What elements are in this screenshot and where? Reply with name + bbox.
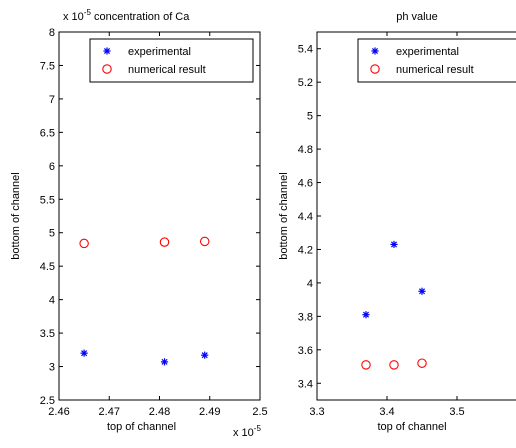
y-tick-label: 7.5 — [40, 60, 55, 72]
y-tick-label: 4.4 — [298, 211, 313, 223]
chart-panel-2: 3.3 3.4 3.5 3.4 3.6 3.8 4 4.2 4.4 4.6 4.8 5 5.2 5.4 to… — [278, 11, 516, 433]
data-point-experimental — [418, 287, 426, 295]
legend-label: experimental — [396, 46, 459, 58]
data-point-numerical — [199, 236, 210, 247]
marker-stroke — [161, 358, 168, 365]
y-tick-label: 8 — [49, 27, 55, 39]
marker-stroke — [390, 241, 398, 248]
y-tick-label: 3.6 — [298, 345, 313, 357]
y-tick-label: 3 — [49, 362, 55, 374]
data-point-numerical — [417, 358, 427, 368]
data-point-numerical — [159, 237, 170, 247]
y-tick-label: 4 — [49, 295, 55, 307]
x-tick-label: 2.48 — [149, 406, 170, 418]
x-tick-label: 3.3 — [309, 406, 324, 418]
y-tick-label: 2.5 — [40, 395, 55, 407]
y-tick-label: 3.5 — [40, 328, 55, 340]
y-tick-label: 5.5 — [40, 194, 55, 206]
data-point-numerical — [361, 360, 371, 370]
marker-stroke — [371, 47, 379, 55]
x-tick-label: 2.5 — [252, 406, 267, 418]
chart-title: ph value — [396, 11, 438, 23]
x-tick-label: 3.4 — [379, 406, 394, 418]
y-tick-label: 5 — [307, 111, 313, 123]
y-tick-label: 4.5 — [40, 261, 55, 273]
chart-title: x 10-5 concentration of Ca — [63, 8, 190, 23]
x-axis-multiplier: x 10-5 — [233, 424, 261, 439]
plot-area — [316, 31, 516, 401]
y-tick-label: 6.5 — [40, 127, 55, 139]
legend-label: experimental — [128, 46, 191, 58]
marker-stroke — [103, 47, 111, 55]
marker-stroke — [201, 352, 208, 359]
y-tick-label: 4.6 — [298, 178, 313, 190]
data-point-experimental — [80, 349, 88, 357]
y-tick-label: 7 — [49, 94, 55, 106]
data-point-experimental — [362, 311, 370, 319]
data-point-experimental — [390, 240, 398, 249]
data-point-experimental — [201, 351, 209, 359]
legend: experimental numerical result — [89, 38, 254, 83]
y-axis-label: bottom of channel — [10, 172, 22, 259]
legend: experimental numerical result — [357, 38, 516, 83]
legend-box — [357, 38, 516, 83]
y-tick-label: 3.8 — [298, 311, 313, 323]
x-axis-label: top of channel — [107, 421, 176, 433]
legend-marker-experimental — [371, 47, 379, 55]
y-axis-label: bottom of channel — [278, 172, 290, 259]
y-tick-label: 4 — [307, 278, 313, 290]
data-point-experimental — [160, 358, 169, 366]
legend-label: numerical result — [128, 64, 206, 76]
y-tick-label: 6 — [49, 161, 55, 173]
y-tick-label: 5.4 — [298, 44, 313, 56]
legend-label: numerical result — [396, 64, 474, 76]
legend-marker-experimental — [103, 47, 111, 55]
y-tick-label: 5 — [49, 228, 55, 240]
marker-stroke — [362, 311, 370, 318]
x-tick-label: 3.5 — [449, 406, 464, 418]
marker-stroke — [418, 288, 426, 295]
y-tick-label: 5.2 — [298, 77, 313, 89]
x-tick-label: 2.46 — [48, 406, 69, 418]
legend-marker-numerical — [370, 64, 380, 74]
chart-panel-1: 2.46 2.47 2.48 2.49 2.5 2.5 3 3.5 4 4.5 5 5.5 6 6.5 7 7… — [10, 8, 268, 439]
plot-area — [58, 31, 261, 401]
data-point-numerical — [79, 238, 89, 249]
x-axis-label: top of channel — [377, 421, 446, 433]
y-tick-label: 3.4 — [298, 378, 313, 390]
legend-box — [89, 38, 254, 83]
x-tick-label: 2.49 — [199, 406, 220, 418]
marker-stroke — [81, 350, 88, 357]
legend-marker-numerical — [102, 64, 112, 74]
y-tick-label: 4.8 — [298, 144, 313, 156]
data-point-numerical — [389, 360, 399, 370]
x-tick-label: 2.47 — [99, 406, 120, 418]
y-tick-label: 4.2 — [298, 244, 313, 256]
